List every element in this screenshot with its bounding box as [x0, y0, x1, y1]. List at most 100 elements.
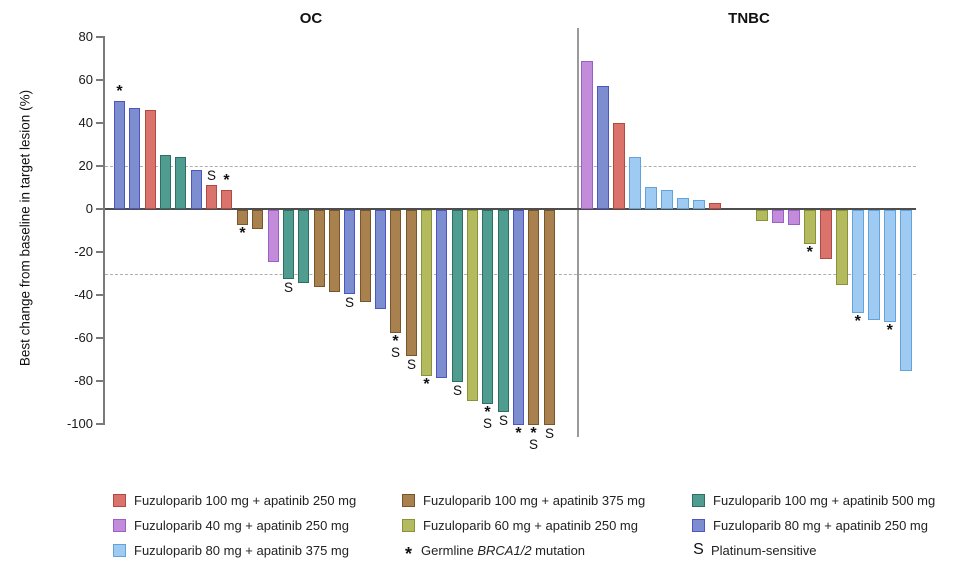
bar-oc-3 — [145, 110, 156, 209]
panel-separator — [577, 28, 579, 437]
legend-label: Platinum-sensitive — [711, 542, 817, 558]
legend-item-red: Fuzuloparib 100 mg + apatinib 250 mg — [113, 492, 357, 508]
bar-oc-28 — [528, 210, 539, 425]
bar-tnbc-18 — [852, 210, 864, 313]
bar-oc-29 — [544, 210, 555, 425]
bar-oc-6 — [191, 170, 202, 209]
legend-column-3: Fuzuloparib 100 mg + apatinib 500 mg Fuz… — [692, 493, 935, 568]
platinum-sensitive-icon: S — [693, 541, 704, 558]
legend-item-sky: Fuzuloparib 80 mg + apatinib 375 mg — [113, 543, 356, 558]
bar-oc-16 — [344, 210, 355, 294]
bar-oc-10 — [252, 210, 263, 229]
bar-tnbc-1 — [581, 61, 593, 209]
y-axis-title: Best change from baseline in target lesi… — [17, 89, 33, 367]
legend-swatch-brown — [402, 493, 415, 507]
bar-oc-11 — [268, 210, 279, 262]
bar-tnbc-17 — [836, 210, 848, 285]
legend-swatch-teal — [692, 493, 705, 507]
legend-item-purple: Fuzuloparib 40 mg + apatinib 250 mg — [113, 517, 356, 533]
bar-oc-2 — [129, 108, 140, 209]
bar-oc-1 — [114, 101, 125, 209]
legend-item-platinum-marker: S Platinum-sensitive — [692, 541, 935, 558]
bar-tnbc-4 — [629, 157, 641, 209]
y-tick-label: -100 — [66, 416, 93, 431]
y-axis-tick — [96, 36, 104, 38]
y-axis-tick — [96, 423, 104, 425]
bar-oc-21 — [421, 210, 432, 376]
bar-oc-5 — [175, 157, 186, 209]
brca-prefix: Germline — [421, 542, 478, 558]
bar-oc-4 — [160, 155, 171, 209]
legend-label: Fuzuloparib 100 mg + apatinib 250 mg — [134, 492, 357, 508]
bar-tnbc-12 — [756, 210, 768, 221]
legend-label: Fuzuloparib 60 mg + apatinib 250 mg — [423, 517, 638, 533]
y-tick-label: 20 — [78, 158, 93, 173]
bar-oc-25 — [482, 210, 493, 404]
bar-tnbc-7 — [677, 198, 689, 209]
platinum-sensitive-marker: S — [206, 168, 216, 183]
bar-oc-18 — [375, 210, 386, 309]
y-tick-label: 60 — [78, 72, 93, 87]
brca-gene: BRCA1/2 — [477, 542, 532, 558]
legend-label: Fuzuloparib 100 mg + apatinib 500 mg — [713, 492, 936, 508]
bar-oc-19 — [390, 210, 401, 333]
reference-line--30 — [105, 274, 916, 275]
bar-oc-12 — [283, 210, 294, 279]
bar-oc-27 — [513, 210, 524, 425]
platinum-sensitive-marker: S — [544, 426, 554, 441]
bar-oc-23 — [452, 210, 463, 382]
zero-baseline — [105, 208, 916, 210]
germline-brca-marker: * S — [390, 333, 400, 360]
y-axis-tick — [96, 208, 104, 210]
y-tick-label: -40 — [74, 287, 93, 302]
germline-brca-marker: * — [423, 376, 430, 393]
bar-tnbc-15 — [804, 210, 816, 244]
y-axis-tick — [96, 294, 104, 296]
germline-brca-marker: * — [806, 244, 813, 261]
legend-swatch-red — [113, 493, 126, 507]
platinum-sensitive-marker: S — [344, 295, 354, 310]
reference-line-20 — [105, 166, 916, 167]
germline-brca-marker: * — [886, 322, 893, 339]
y-tick-label: 0 — [85, 201, 93, 216]
legend-column-1: Fuzuloparib 100 mg + apatinib 250 mg Fuz… — [113, 493, 356, 568]
y-axis-line — [103, 36, 105, 425]
y-axis-tick — [96, 251, 104, 253]
legend-swatch-purple — [113, 518, 126, 532]
legend-item-brca-marker: * Germline BRCA1/2 mutation — [402, 542, 645, 564]
bar-oc-9 — [237, 210, 248, 225]
platinum-sensitive-marker: S — [452, 383, 462, 398]
bar-tnbc-3 — [613, 123, 625, 209]
bar-oc-15 — [329, 210, 340, 292]
legend-item-olive: Fuzuloparib 60 mg + apatinib 250 mg — [402, 517, 645, 533]
y-tick-label: 40 — [78, 115, 93, 130]
germline-brca-marker: * — [116, 83, 123, 100]
y-axis-tick — [96, 337, 104, 339]
platinum-sensitive-marker: S — [283, 280, 293, 295]
legend-label: Fuzuloparib 40 mg + apatinib 250 mg — [134, 517, 349, 533]
bar-oc-17 — [360, 210, 371, 302]
germline-brca-marker: * S — [482, 404, 492, 431]
y-tick-label: -20 — [74, 244, 93, 259]
y-tick-label: -80 — [74, 373, 93, 388]
bar-tnbc-13 — [772, 210, 784, 223]
bar-tnbc-8 — [693, 200, 705, 209]
bar-oc-13 — [298, 210, 309, 283]
germline-brca-marker: * — [239, 225, 246, 242]
bar-tnbc-21 — [900, 210, 912, 371]
legend-item-teal: Fuzuloparib 100 mg + apatinib 500 mg — [692, 492, 936, 508]
bar-oc-14 — [314, 210, 325, 287]
asterisk-icon: * — [404, 543, 412, 564]
legend-label: Fuzuloparib 100 mg + apatinib 375 mg — [423, 492, 646, 508]
bar-tnbc-19 — [868, 210, 880, 320]
bar-tnbc-6 — [661, 190, 673, 209]
legend-swatch-sky — [113, 543, 126, 557]
bar-oc-26 — [498, 210, 509, 412]
legend-label: Fuzuloparib 80 mg + apatinib 250 mg — [713, 517, 928, 533]
legend-swatch-olive — [402, 518, 415, 532]
y-axis-tick — [96, 122, 104, 124]
panel-title-tnbc: TNBC — [728, 10, 770, 27]
panel-title-oc: OC — [299, 10, 323, 27]
bar-oc-24 — [467, 210, 478, 401]
